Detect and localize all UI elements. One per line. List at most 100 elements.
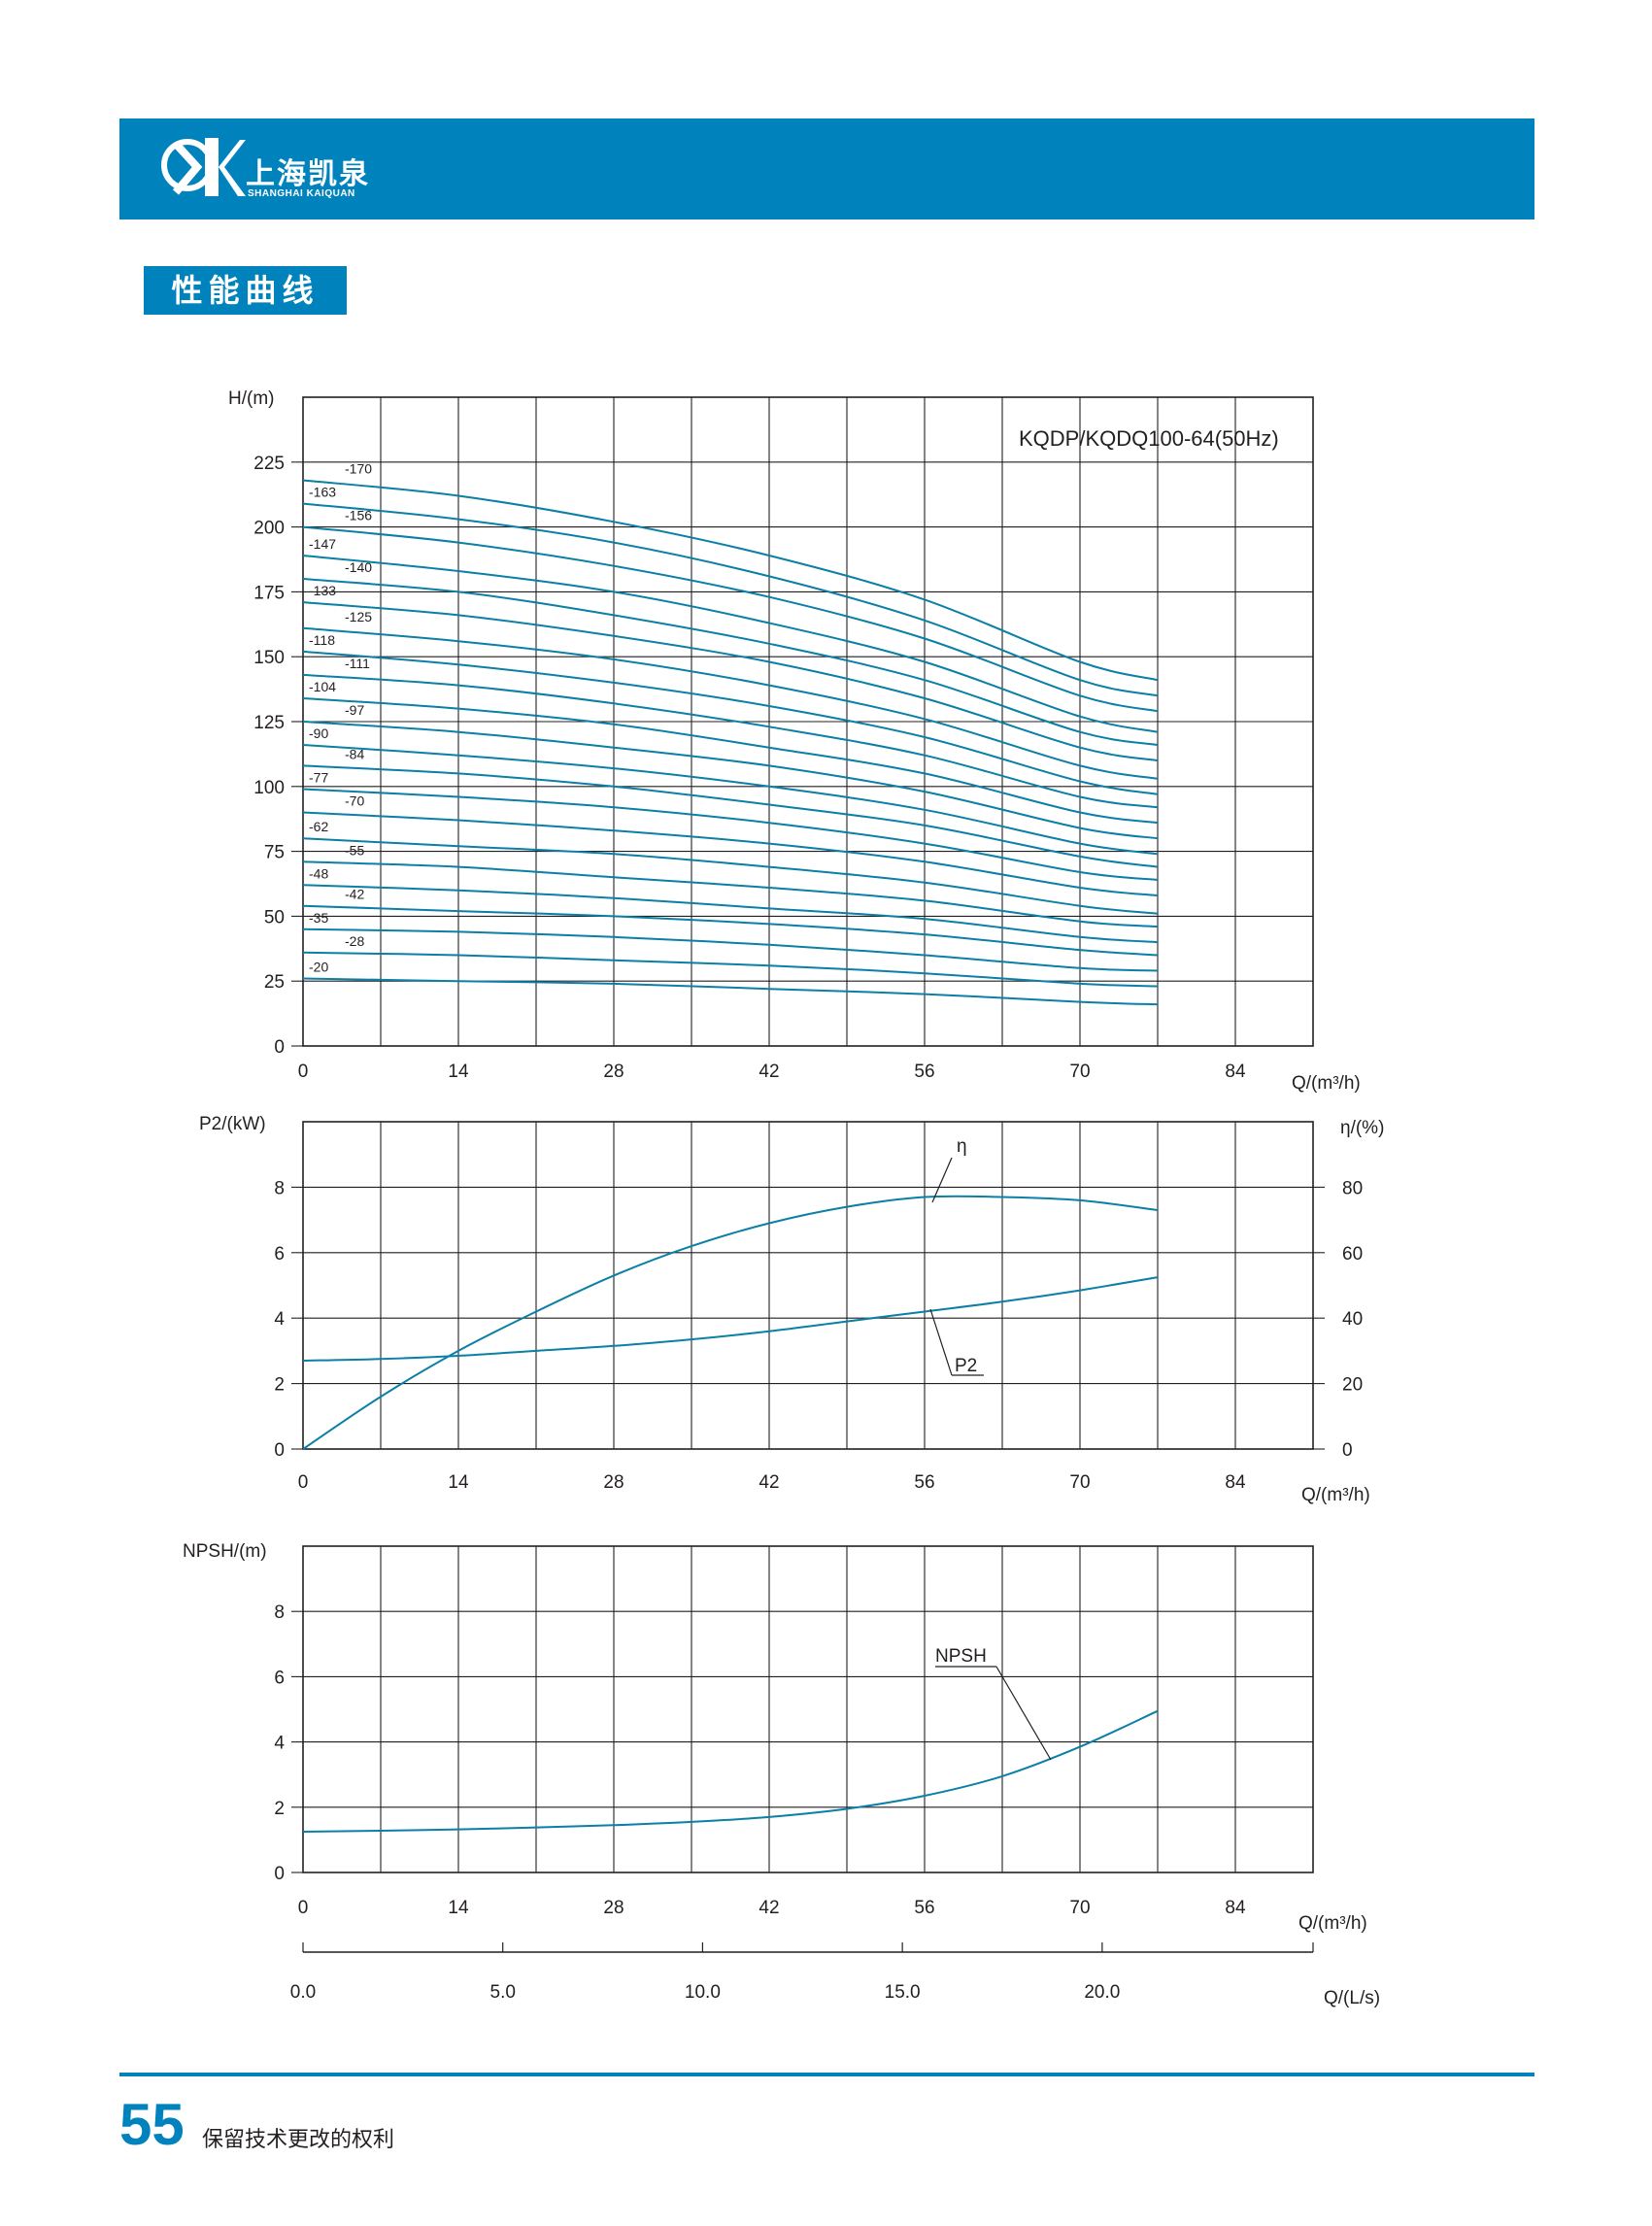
efficiency-y-tick: 60: [1342, 1244, 1363, 1265]
npsh-axis-label: NPSH/(m): [183, 1541, 267, 1562]
model-title: KQDP/KQDQ100-64(50Hz): [1019, 426, 1279, 451]
head-x-axis-label: Q/(m³/h): [1292, 1073, 1361, 1094]
npsh-curves: [302, 1709, 1159, 1833]
npsh-y-tick-labels: 0 2 4 6 8: [274, 1602, 303, 1884]
stage-label: -70: [345, 793, 364, 809]
head-y-tick: 75: [264, 843, 285, 863]
npsh-y-tick: 4: [274, 1734, 285, 1754]
power-x-tick-labels: 0 14 28 42 56 70 84: [298, 1472, 1246, 1493]
stage-label: -97: [345, 702, 364, 718]
stage-label: -42: [345, 887, 364, 902]
efficiency-y-tick: 80: [1342, 1178, 1363, 1198]
page-number: 55: [119, 2092, 185, 2157]
stage-label: -48: [309, 865, 328, 881]
stage-labels: -170 -163 -156 -147 -140 -133 -125 -118 -111 -104…: [309, 461, 372, 975]
stage-label: -35: [309, 910, 328, 926]
power-y-tick: 6: [274, 1244, 285, 1265]
head-x-tick: 28: [603, 1062, 624, 1082]
npsh-x-tick: 28: [603, 1898, 624, 1918]
head-curve: [302, 928, 1159, 972]
power-x-tick: 42: [759, 1472, 779, 1493]
stage-label: -90: [309, 725, 328, 741]
stage-label: -147: [309, 536, 336, 552]
head-curve: [302, 788, 1159, 881]
head-y-tick: 0: [274, 1037, 285, 1058]
npsh-y-tick: 0: [274, 1864, 285, 1884]
power-y-tick: 2: [274, 1375, 285, 1396]
stage-label: -133: [309, 583, 336, 598]
power-y-tick: 8: [274, 1178, 285, 1198]
flow-ls-axis-label: Q/(L/s): [1324, 1988, 1380, 2008]
power-curve: [302, 1276, 1159, 1362]
head-x-tick: 84: [1225, 1062, 1246, 1082]
flow-ls-tick: 10.0: [685, 1982, 721, 2003]
footer-divider: [119, 2073, 1534, 2076]
npsh-x-tick: 70: [1069, 1898, 1090, 1918]
efficiency-y-tick: 40: [1342, 1309, 1363, 1330]
power-x-tick: 14: [448, 1472, 469, 1493]
p2-leader-line: [929, 1308, 953, 1376]
head-curve: [302, 479, 1159, 682]
head-curve: [302, 837, 1159, 915]
power-y-tick-labels: 0 2 4 6 8: [274, 1178, 303, 1461]
stage-label: -118: [309, 632, 335, 648]
header-bar: 上海凯泉 SHANGHAI KAIQUAN: [119, 118, 1534, 219]
stage-label: -84: [345, 746, 364, 761]
npsh-chart: 0 2 4 6 8 0 14 28 42 56 70 84 0.0 5.0 10.0 15.0 20.0 N…: [183, 1541, 1380, 2008]
stage-label: -170: [345, 461, 372, 477]
npsh-y-tick: 8: [274, 1602, 285, 1623]
efficiency-y-tick: 0: [1342, 1440, 1353, 1461]
head-axis-label: H/(m): [228, 388, 274, 409]
eta-leader-line: [931, 1157, 953, 1203]
npsh-chart-grid: [302, 1545, 1314, 1873]
npsh-x-tick: 42: [759, 1898, 779, 1918]
npsh-frame: [302, 1545, 1314, 1873]
head-curve: [302, 977, 1159, 1006]
stage-label: -28: [345, 933, 364, 949]
efficiency-axis-label: η/(%): [1340, 1118, 1384, 1138]
flow-ls-tick: 5.0: [490, 1982, 516, 2003]
head-y-tick: 125: [253, 713, 285, 733]
stage-label: -62: [309, 819, 328, 834]
power-x-tick: 84: [1225, 1472, 1246, 1493]
stage-label: -104: [309, 679, 336, 694]
power-chart-grid: [302, 1121, 1314, 1450]
head-curve: [302, 650, 1159, 795]
kaiquan-logo-icon: [161, 138, 246, 196]
npsh-x-tick: 84: [1225, 1898, 1246, 1918]
npsh-x-tick: 0: [298, 1898, 309, 1918]
head-x-tick: 42: [759, 1062, 779, 1082]
stage-label: -111: [345, 656, 370, 671]
flow-ls-tick: 20.0: [1084, 1982, 1120, 2003]
head-y-tick-labels: 0 25 50 75 100 125 150 175 200 225: [253, 454, 303, 1058]
power-x-tick: 56: [914, 1472, 934, 1493]
eta-curve-label: η: [957, 1136, 967, 1157]
npsh-x-tick-labels: 0 14 28 42 56 70 84: [298, 1898, 1246, 1918]
power-x-tick: 70: [1069, 1472, 1090, 1493]
head-curve: [302, 525, 1159, 713]
head-curve: [302, 764, 1159, 868]
head-x-tick: 14: [448, 1062, 469, 1082]
head-y-tick: 150: [253, 648, 285, 668]
efficiency-y-tick-labels: 0 20 40 60 80: [1313, 1178, 1363, 1461]
npsh-x-tick: 56: [914, 1898, 934, 1918]
head-curve: [302, 811, 1159, 896]
brand-name-cn: 上海凯泉: [246, 158, 370, 190]
stage-label: -125: [345, 609, 372, 624]
head-curve: [302, 502, 1159, 697]
stage-label: -156: [345, 508, 372, 523]
head-curve: [302, 673, 1159, 809]
p2-curve-label: P2: [955, 1356, 977, 1376]
stage-label: -140: [345, 559, 372, 575]
head-x-tick-labels: 0 14 28 42 56 70 84: [298, 1062, 1246, 1082]
stage-label: -77: [309, 769, 328, 785]
npsh-y-tick: 2: [274, 1799, 285, 1819]
power-efficiency-chart: 0 2 4 6 8 0 20 40 60 80 0 14 28 42 56 70 84 P2/(kW) η/…: [199, 1114, 1384, 1505]
flow-ls-tick: 0.0: [290, 1982, 316, 2003]
head-curve: [302, 697, 1159, 825]
head-curve: [302, 744, 1159, 856]
head-y-tick: 100: [253, 778, 285, 798]
head-curve: [302, 601, 1159, 762]
